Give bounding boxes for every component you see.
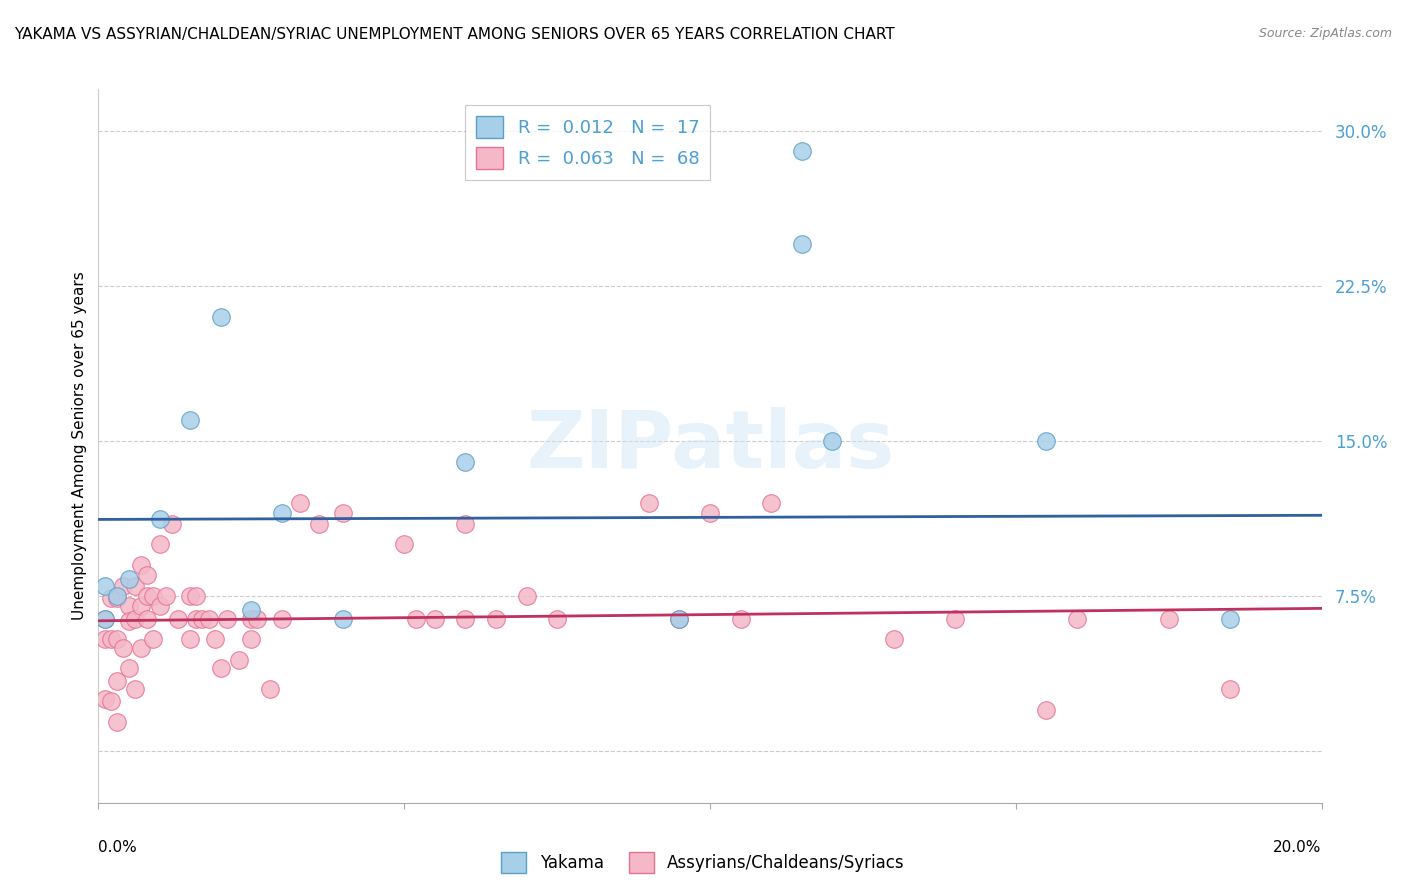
Point (332, 506, 354, 520)
Y-axis label: Unemployment Among Seniors over 65 years: Unemployment Among Seniors over 65 years (72, 272, 87, 620)
Point (93, 692, 115, 706)
Point (93, 579, 115, 593)
Point (215, 612, 238, 626)
Point (790, 145, 813, 159)
Point (259, 681, 281, 696)
Point (668, 612, 690, 626)
Point (485, 612, 508, 626)
Point (454, 454, 477, 468)
Point (111, 579, 134, 593)
Point (637, 496, 661, 510)
Point (118, 614, 141, 628)
Point (1219, 612, 1241, 626)
Point (186, 612, 208, 626)
Text: 0.0%: 0.0% (98, 840, 138, 855)
Point (204, 632, 226, 647)
Point (118, 599, 141, 614)
Point (100, 632, 122, 647)
Point (1066, 612, 1088, 626)
Point (240, 603, 263, 617)
Point (100, 694, 122, 708)
Point (454, 516, 477, 531)
Point (129, 640, 152, 655)
Point (191, 612, 214, 626)
Point (124, 612, 146, 626)
Point (1035, 703, 1057, 717)
Point (155, 589, 177, 603)
Point (105, 673, 128, 688)
Point (943, 612, 966, 626)
Point (197, 612, 219, 626)
Point (129, 599, 152, 614)
Point (1157, 612, 1180, 626)
Point (111, 640, 134, 655)
Point (93, 612, 115, 626)
Point (240, 632, 263, 647)
Point (392, 537, 416, 551)
Legend: R =  0.012   N =  17, R =  0.063   N =  68: R = 0.012 N = 17, R = 0.063 N = 68 (465, 105, 710, 180)
Point (270, 506, 292, 520)
Point (118, 573, 141, 587)
Point (423, 612, 446, 626)
Text: 20.0%: 20.0% (1274, 840, 1322, 855)
Point (790, 237, 813, 252)
Point (759, 496, 782, 510)
Point (105, 591, 128, 605)
Point (129, 558, 152, 572)
Point (149, 537, 172, 551)
Point (699, 506, 721, 520)
Point (105, 632, 128, 647)
Point (883, 632, 905, 647)
Point (179, 413, 201, 427)
Point (821, 434, 844, 448)
Point (228, 653, 250, 667)
Point (308, 516, 330, 531)
Point (454, 612, 477, 626)
Point (516, 589, 538, 603)
Point (136, 612, 159, 626)
Point (290, 496, 312, 510)
Point (136, 589, 159, 603)
Point (149, 512, 172, 526)
Point (142, 589, 165, 603)
Text: YAKAMA VS ASSYRIAN/CHALDEAN/SYRIAC UNEMPLOYMENT AMONG SENIORS OVER 65 YEARS CORR: YAKAMA VS ASSYRIAN/CHALDEAN/SYRIAC UNEMP… (14, 27, 894, 42)
Point (1035, 434, 1057, 448)
Point (118, 661, 141, 675)
Point (186, 589, 208, 603)
Point (149, 599, 172, 614)
Point (124, 579, 146, 593)
Point (179, 589, 201, 603)
Point (730, 612, 752, 626)
Legend: Yakama, Assyrians/Chaldeans/Syriacs: Yakama, Assyrians/Chaldeans/Syriacs (495, 846, 911, 880)
Point (100, 591, 122, 605)
Point (209, 310, 232, 324)
Point (240, 612, 263, 626)
Point (209, 661, 232, 675)
Point (246, 612, 269, 626)
Point (160, 516, 183, 531)
Point (167, 612, 190, 626)
Point (1219, 681, 1241, 696)
Point (332, 612, 354, 626)
Point (546, 612, 568, 626)
Point (270, 612, 292, 626)
Point (93, 612, 115, 626)
Point (405, 612, 427, 626)
Point (136, 568, 159, 582)
Point (105, 589, 128, 603)
Point (105, 715, 128, 730)
Point (179, 632, 201, 647)
Point (668, 612, 690, 626)
Point (93, 632, 115, 647)
Point (124, 681, 146, 696)
Point (142, 632, 165, 647)
Text: Source: ZipAtlas.com: Source: ZipAtlas.com (1258, 27, 1392, 40)
Text: ZIPatlas: ZIPatlas (526, 407, 894, 485)
